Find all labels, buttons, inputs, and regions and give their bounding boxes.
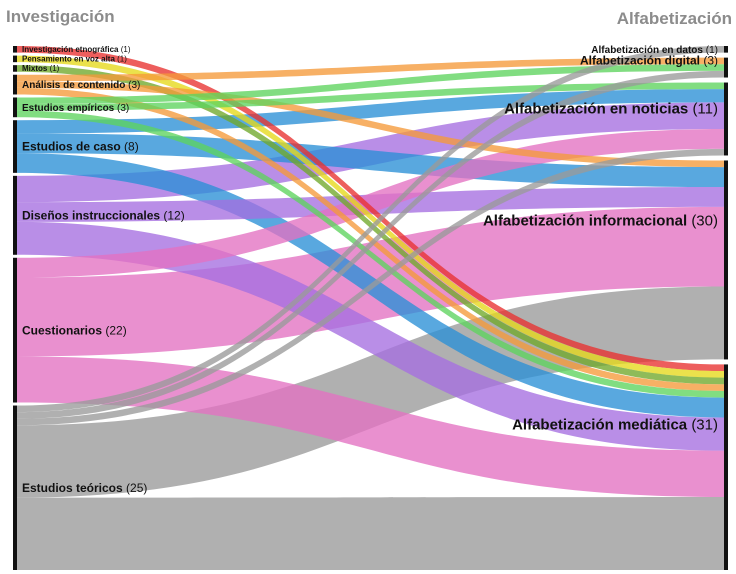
left-node-disenos-instruccionales <box>13 176 17 255</box>
left-label-estudios-teoricos: Estudios teóricos (25) <box>22 481 147 495</box>
left-label-mixtos: Mixtos (1) <box>22 64 60 73</box>
right-node-alfabetizacion-digital <box>724 58 728 78</box>
left-node-estudios-teoricos <box>13 406 17 570</box>
left-node-cuestionarios <box>13 258 17 403</box>
left-node-estudios-de-caso <box>13 120 17 173</box>
left-label-analisis-de-contenido: Análisis de contenido (3) <box>22 80 140 91</box>
left-column-title: Investigación <box>6 7 115 26</box>
left-label-disenos-instruccionales: Diseños instruccionales (12) <box>22 209 185 223</box>
flow-L8-to-R4 <box>17 497 724 570</box>
right-node-alfabetizacion-en-noticias <box>724 83 728 156</box>
left-node-pensamiento-en-voz-alta <box>13 56 17 63</box>
right-label-alfabetizacion-digital: Alfabetización digital (3) <box>580 54 718 68</box>
left-node-mixtos <box>13 65 17 72</box>
left-label-estudios-empiricos: Estudios empíricos (3) <box>22 103 129 114</box>
left-label-cuestionarios: Cuestionarios (22) <box>22 323 127 337</box>
right-node-alfabetizacion-en-datos <box>724 46 728 53</box>
right-node-alfabetizacion-informacional <box>724 160 728 359</box>
left-node-investigacion-etnografica <box>13 46 17 53</box>
right-node-alfabetizacion-mediatica <box>724 364 728 570</box>
left-label-pensamiento-en-voz-alta: Pensamiento en voz alta (1) <box>22 55 127 64</box>
left-label-investigacion-etnografica: Investigación etnográfica (1) <box>22 45 131 54</box>
right-label-alfabetizacion-en-noticias: Alfabetización en noticias (11) <box>504 100 718 117</box>
left-node-analisis-de-contenido <box>13 75 17 95</box>
right-column-title: Alfabetización <box>617 9 732 28</box>
left-node-estudios-empiricos <box>13 97 17 117</box>
right-label-alfabetizacion-mediatica: Alfabetización mediática (31) <box>512 417 718 434</box>
right-label-alfabetizacion-informacional: Alfabetización informacional (30) <box>483 213 718 230</box>
left-label-estudios-de-caso: Estudios de caso (8) <box>22 140 139 154</box>
